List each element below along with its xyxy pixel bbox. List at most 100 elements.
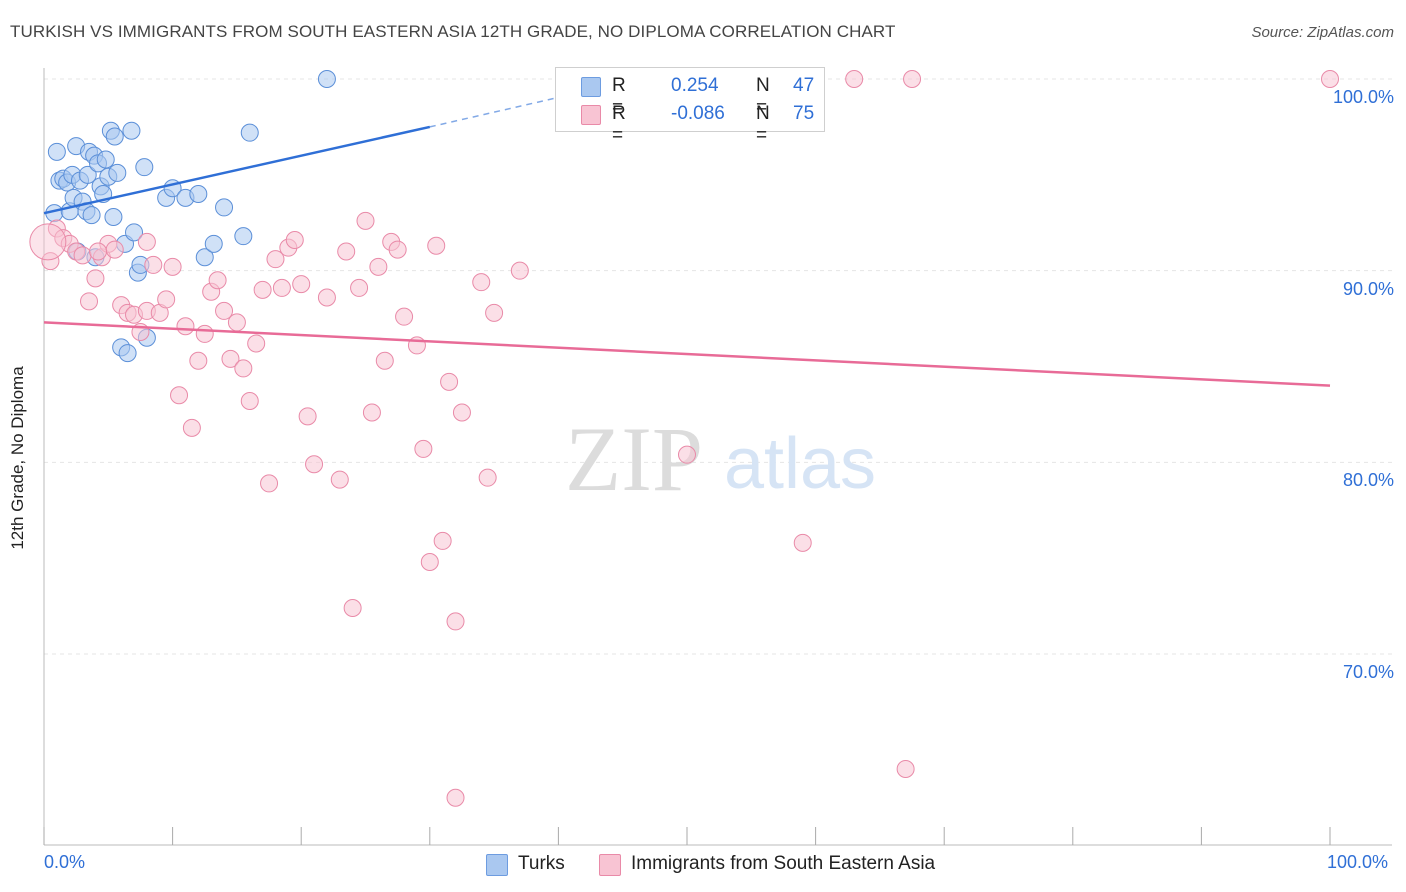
data-point-sea (356, 211, 375, 230)
data-point-sea (182, 418, 201, 437)
data-point-sea (337, 242, 356, 261)
legend-item-sea[interactable]: Immigrants from South Eastern Asia (599, 852, 979, 876)
data-point-sea (41, 252, 60, 271)
data-point-sea (285, 231, 304, 249)
r-value: 0.254 (671, 75, 719, 96)
data-point-sea (292, 275, 311, 294)
data-point-sea (317, 288, 336, 307)
data-point-turks (240, 123, 259, 142)
trend-line-turks (43, 125, 431, 215)
data-point-turks (195, 248, 214, 267)
x-tick-label-max: 100.0% (1327, 852, 1389, 872)
y-tick-label: 90.0% (1342, 278, 1394, 299)
data-point-sea (170, 386, 189, 405)
axes (43, 68, 1392, 846)
data-point-sea (420, 553, 439, 571)
data-point-turks (96, 150, 115, 169)
data-point-sea (369, 257, 388, 276)
watermark-atlas: atlas (724, 424, 876, 504)
data-point-turks (104, 208, 123, 226)
data-point-sea (446, 788, 465, 807)
data-point-turks (78, 165, 97, 184)
legend-label-sea: Immigrants from South Eastern Asia (631, 853, 936, 874)
data-point-turks (105, 127, 124, 146)
data-point-sea (86, 269, 105, 288)
data-point-sea (452, 403, 471, 422)
data-point-sea (163, 257, 182, 276)
data-point-sea (189, 351, 208, 370)
r-label: R = (612, 103, 626, 146)
y-tick-label: 80.0% (1342, 470, 1394, 491)
legend-item-turks[interactable]: Turks (486, 852, 596, 876)
stats-legend: R = 0.254 N = 47 R = -0.086 N = 75 (555, 67, 825, 146)
data-point-sea (253, 280, 272, 299)
data-point-sea (234, 359, 253, 378)
sea-swatch (581, 105, 601, 125)
data-point-sea (240, 392, 259, 410)
data-point-sea (137, 232, 156, 251)
data-point-turks (317, 70, 336, 88)
data-point-turks (204, 234, 223, 253)
data-point-turks (234, 227, 253, 246)
data-point-sea (395, 307, 414, 326)
data-point-sea-cluster (29, 223, 67, 261)
n-value: 47 (793, 75, 815, 96)
data-point-sea (195, 324, 214, 343)
sea-legend-swatch (599, 854, 621, 876)
data-point-sea (446, 612, 465, 631)
data-point-turks (125, 223, 144, 242)
data-point-sea (433, 531, 452, 550)
y-tick-label: 70.0% (1342, 662, 1394, 682)
data-point-sea (478, 468, 497, 487)
data-point-turks (135, 158, 154, 177)
n-value: 75 (793, 103, 815, 124)
n-label: N = (756, 75, 770, 118)
data-point-sea (157, 290, 176, 309)
data-point-turks (122, 121, 141, 140)
x-tick-label-min: 0.0% (44, 852, 86, 872)
data-point-sea (485, 303, 504, 322)
turks-swatch (581, 77, 601, 97)
data-point-sea (176, 317, 195, 336)
data-point-turks (215, 198, 234, 217)
data-point-turks (47, 142, 66, 161)
y-axis-label: 12th Grade, No Diploma (8, 366, 27, 550)
data-point-sea (414, 439, 433, 458)
data-point-sea (330, 470, 349, 489)
data-point-sea (845, 70, 864, 88)
data-point-sea (105, 240, 124, 259)
trend-line-sea (43, 321, 1331, 387)
data-point-sea (678, 445, 696, 464)
trend-lines (43, 87, 1331, 387)
data-point-sea (221, 349, 240, 368)
data-point-sea (80, 292, 99, 311)
data-point-sea (73, 246, 92, 265)
data-point-sea (208, 271, 227, 290)
gridlines (44, 78, 1392, 655)
source-label: Source: ZipAtlas.com (1251, 24, 1394, 41)
data-point-sea (388, 240, 407, 259)
data-point-sea (272, 278, 291, 297)
turks-legend-swatch (486, 854, 508, 876)
data-point-sea (903, 70, 922, 88)
data-point-sea (472, 273, 491, 292)
n-label: N = (756, 103, 770, 146)
data-point-turks (118, 344, 137, 363)
r-label: R = (612, 75, 626, 118)
data-point-sea (266, 250, 285, 269)
data-point-sea (510, 261, 529, 280)
data-point-sea (343, 599, 362, 617)
data-point-sea (350, 278, 369, 297)
data-point-sea (427, 236, 446, 255)
data-point-sea (260, 474, 279, 493)
data-point-sea (144, 255, 163, 274)
data-point-turks (82, 206, 101, 225)
data-point-sea (1321, 70, 1339, 88)
r-value: -0.086 (671, 103, 725, 124)
series-sea (29, 70, 1339, 807)
data-point-sea (896, 760, 915, 778)
data-point-sea (305, 455, 324, 474)
data-point-sea (440, 372, 459, 391)
data-point-sea (298, 407, 317, 426)
